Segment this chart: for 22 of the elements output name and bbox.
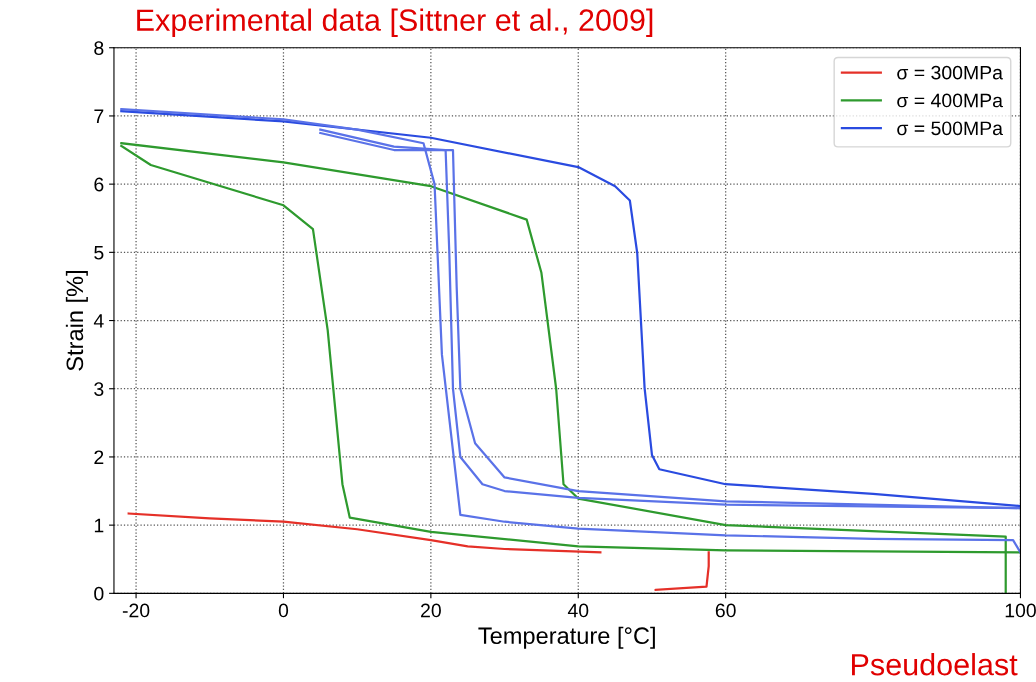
y-tick-label: 3 [94, 382, 104, 396]
x-tick-label: 0 [278, 603, 289, 618]
y-tick-label: 1 [94, 518, 104, 533]
y-tick-label: 2 [94, 450, 104, 464]
legend-label: σ = 400MPa [897, 93, 1003, 108]
legend-label: σ = 300MPa [897, 65, 1003, 80]
y-tick-label: 4 [93, 314, 104, 328]
y-tick-label: 6 [94, 177, 104, 192]
x-axis-title: Temperature [°C] [478, 626, 655, 649]
y-tick-label: 5 [94, 246, 104, 260]
x-tick-label: 60 [715, 603, 736, 618]
legend-label: σ = 500MPa [897, 121, 1003, 136]
y-tick-label: 0 [94, 586, 104, 601]
x-tick-label: -20 [122, 603, 150, 618]
y-axis-title: Strain [%] [65, 271, 88, 371]
x-tick-label: 20 [421, 603, 441, 618]
x-tick-label: 40 [567, 603, 589, 618]
chart-title: Experimental data [Sittner et al., 2009] [137, 8, 653, 38]
x-tick-label: 100 [1005, 603, 1036, 618]
y-tick-label: 7 [94, 109, 104, 123]
text: Pseudoelast [852, 653, 1018, 676]
y-tick-label: 8 [94, 41, 104, 55]
